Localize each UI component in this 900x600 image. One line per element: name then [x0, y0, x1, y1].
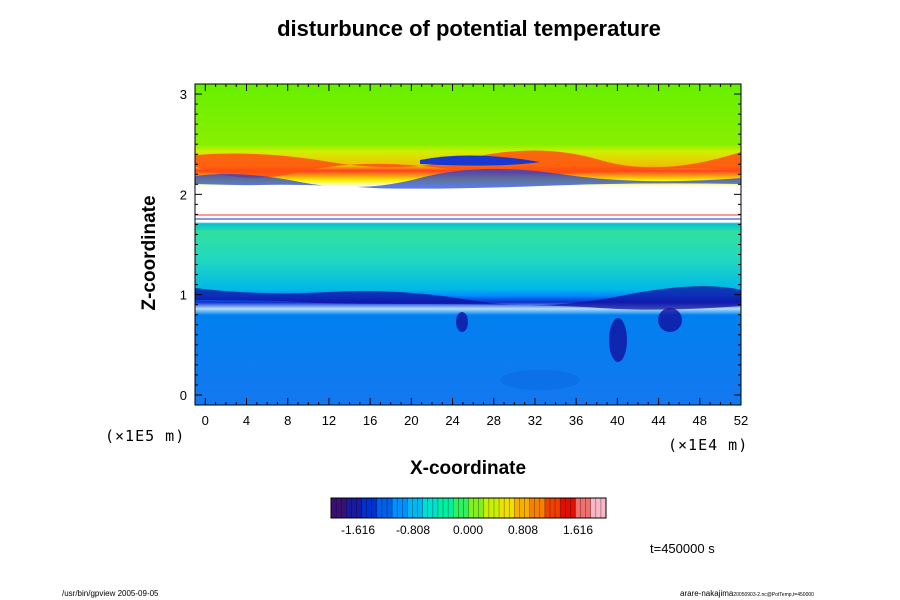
y-axis: 0 1 2 3 — [180, 87, 741, 403]
y-tick-label: 1 — [180, 288, 187, 303]
x-tick-label: 36 — [569, 413, 583, 428]
colorbar-swatch — [575, 498, 592, 518]
colorbar-tick-label: 1.616 — [563, 523, 593, 537]
colorbar: -1.616 -0.808 0.000 0.808 1.616 — [330, 497, 607, 537]
x-tick-label: 8 — [284, 413, 291, 428]
heatmap-undefined-band — [195, 184, 741, 207]
heatmap-cold-layer — [195, 286, 741, 310]
x-tick-label: 40 — [610, 413, 624, 428]
time-label: t=450000 s — [650, 541, 715, 556]
heatmap-background — [195, 84, 741, 405]
y-tick-label: 2 — [180, 187, 187, 202]
colorbar-tick-label: 0.808 — [508, 523, 538, 537]
heatmap-cold-band — [195, 168, 741, 189]
colorbar-swatch — [376, 498, 393, 518]
heatmap-cold-eddy — [420, 155, 540, 166]
x-tick-label: 20 — [404, 413, 418, 428]
colorbar-swatch — [499, 498, 515, 518]
footer-right-main: arare-nakajima — [680, 589, 734, 598]
footer-left: /usr/bin/gpview 2005-09-05 — [62, 589, 159, 598]
y-tick-label: 0 — [180, 388, 187, 403]
x-tick-label: 16 — [363, 413, 377, 428]
colorbar-tick-label: -0.808 — [396, 523, 430, 537]
heatmap-plume — [658, 308, 682, 332]
x-tick-label: 48 — [693, 413, 707, 428]
y-axis-label: Z-coordinate — [139, 195, 160, 311]
colorbar-tick-label: 0.000 — [453, 523, 483, 537]
x-tick-label: 0 — [202, 413, 209, 428]
colorbar-swatch — [392, 498, 408, 518]
colorbar-swatch — [590, 498, 607, 518]
colorbar-swatch — [361, 498, 378, 518]
footer-right: arare-nakajima20050903-2.nc@PotTemp,t=45… — [680, 589, 814, 598]
x-tick-label: 4 — [243, 413, 250, 428]
heatmap-undefined-band-lower — [195, 212, 741, 220]
y-axis-label-wrap: Z-coordinate — [130, 195, 170, 310]
heatmap-plume — [456, 312, 468, 332]
colorbar-swatch — [453, 498, 469, 518]
colorbar-swatch — [437, 498, 454, 518]
x-axis-label: X-coordinate — [409, 458, 527, 479]
colorbar-swatch — [407, 498, 424, 518]
colorbar-swatch — [544, 498, 561, 518]
colorbar-swatch — [468, 498, 485, 518]
heatmap-eddy — [500, 370, 580, 390]
colorbar-swatch — [346, 498, 363, 518]
x-tick-label: 44 — [651, 413, 665, 428]
x-tick-label: 24 — [445, 413, 459, 428]
x-tick-label: 12 — [322, 413, 336, 428]
y-tick-label: 3 — [180, 87, 187, 102]
x-tick-label: 52 — [734, 413, 748, 428]
colorbar-swatch — [529, 498, 546, 518]
chart-title: disturbunce of potential temperature — [277, 16, 661, 41]
colorbar-swatch — [560, 498, 576, 518]
heatmap-plume — [609, 318, 627, 362]
footer-right-small: 20050903-2.nc@PotTemp,t=450000 — [733, 592, 814, 598]
colorbar-tick-label: -1.616 — [341, 523, 375, 537]
x-unit-label: (×1E4 m) — [668, 436, 749, 454]
heatmap-field — [195, 84, 741, 405]
x-tick-label: 28 — [487, 413, 501, 428]
z-unit-label: (×1E5 m) — [105, 427, 186, 445]
x-tick-label: 32 — [528, 413, 542, 428]
x-axis: 0 4 8 12 16 20 24 28 32 36 40 44 48 52 — [194, 84, 748, 428]
colorbar-swatch — [483, 498, 500, 518]
colorbar-frame — [330, 497, 607, 519]
colorbar-swatch — [331, 498, 347, 518]
colorbar-swatch — [422, 498, 439, 518]
colorbar-swatch — [514, 498, 531, 518]
